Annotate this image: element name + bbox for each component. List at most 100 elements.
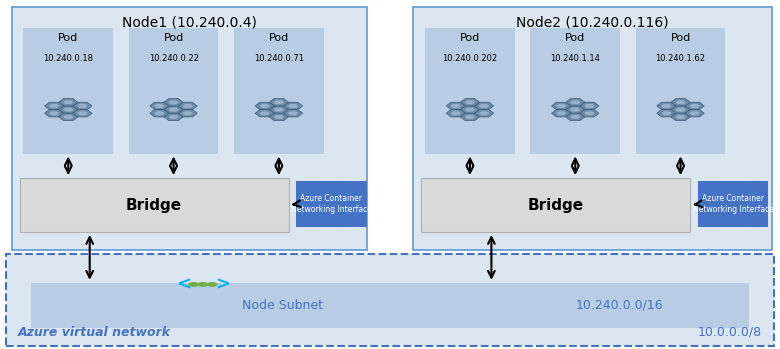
Text: 10.240.0.202: 10.240.0.202	[442, 54, 498, 63]
Polygon shape	[49, 104, 59, 108]
Polygon shape	[58, 98, 78, 106]
Polygon shape	[168, 115, 179, 119]
Bar	[296, 181, 367, 227]
Bar	[129, 28, 218, 154]
Polygon shape	[570, 115, 580, 119]
Text: Pod: Pod	[269, 33, 289, 43]
Circle shape	[197, 282, 208, 287]
Polygon shape	[255, 102, 275, 110]
Text: <: <	[176, 275, 191, 294]
Bar	[413, 7, 772, 250]
Text: Pod: Pod	[566, 33, 585, 43]
Polygon shape	[178, 102, 197, 110]
Text: Pod: Pod	[58, 33, 78, 43]
Text: 10.240.0.22: 10.240.0.22	[149, 54, 198, 63]
Text: Pod: Pod	[460, 33, 480, 43]
Polygon shape	[164, 106, 183, 113]
Polygon shape	[288, 111, 298, 115]
Polygon shape	[164, 113, 183, 121]
Polygon shape	[260, 111, 270, 115]
Bar	[698, 181, 768, 227]
Polygon shape	[556, 104, 566, 108]
Polygon shape	[460, 106, 480, 113]
Polygon shape	[465, 115, 475, 119]
Polygon shape	[150, 102, 169, 110]
Polygon shape	[269, 113, 289, 121]
Polygon shape	[283, 110, 303, 117]
Polygon shape	[551, 102, 571, 110]
Text: 10.240.0.0/16: 10.240.0.0/16	[576, 299, 664, 312]
Polygon shape	[661, 111, 672, 115]
Polygon shape	[657, 102, 676, 110]
Text: Azure Container
Networking Interface: Azure Container Networking Interface	[291, 194, 372, 214]
Text: 10.240.0.18: 10.240.0.18	[43, 54, 94, 63]
Polygon shape	[58, 113, 78, 121]
Polygon shape	[566, 113, 585, 121]
Text: Pod: Pod	[671, 33, 690, 43]
Polygon shape	[274, 100, 284, 104]
Polygon shape	[566, 98, 585, 106]
Polygon shape	[154, 104, 165, 108]
Polygon shape	[671, 98, 690, 106]
Bar	[12, 7, 367, 250]
Polygon shape	[584, 111, 594, 115]
Polygon shape	[63, 115, 73, 119]
Polygon shape	[288, 104, 298, 108]
Polygon shape	[73, 102, 92, 110]
Polygon shape	[274, 107, 284, 112]
Polygon shape	[685, 102, 704, 110]
Polygon shape	[479, 111, 489, 115]
Polygon shape	[566, 106, 585, 113]
Polygon shape	[446, 110, 466, 117]
Text: Node2 (10.240.0.116): Node2 (10.240.0.116)	[516, 16, 669, 30]
Bar	[425, 28, 515, 154]
Text: Pod: Pod	[164, 33, 183, 43]
Polygon shape	[675, 115, 686, 119]
Polygon shape	[675, 100, 686, 104]
Polygon shape	[283, 102, 303, 110]
Polygon shape	[178, 110, 197, 117]
Polygon shape	[556, 111, 566, 115]
Polygon shape	[269, 106, 289, 113]
Text: Node Subnet: Node Subnet	[242, 299, 323, 312]
Polygon shape	[570, 107, 580, 112]
Polygon shape	[183, 111, 193, 115]
Polygon shape	[164, 98, 183, 106]
Text: 10.240.0.71: 10.240.0.71	[254, 54, 304, 63]
Text: 10.240.1.62: 10.240.1.62	[655, 54, 706, 63]
Polygon shape	[465, 107, 475, 112]
Circle shape	[188, 282, 199, 287]
Polygon shape	[460, 98, 480, 106]
Polygon shape	[685, 110, 704, 117]
Polygon shape	[44, 110, 64, 117]
Polygon shape	[73, 110, 92, 117]
Polygon shape	[671, 106, 690, 113]
Polygon shape	[465, 100, 475, 104]
Polygon shape	[260, 104, 270, 108]
Bar	[6, 254, 774, 346]
Text: >: >	[215, 275, 230, 294]
Polygon shape	[690, 104, 700, 108]
Polygon shape	[58, 106, 78, 113]
Text: Bridge: Bridge	[528, 198, 583, 213]
Polygon shape	[570, 100, 580, 104]
Polygon shape	[77, 111, 87, 115]
Polygon shape	[255, 110, 275, 117]
Polygon shape	[77, 104, 87, 108]
Text: Azure Container
Networking Interface: Azure Container Networking Interface	[693, 194, 774, 214]
Bar	[23, 28, 113, 154]
Polygon shape	[657, 110, 676, 117]
Circle shape	[207, 282, 218, 287]
Polygon shape	[474, 102, 494, 110]
Polygon shape	[451, 111, 461, 115]
Polygon shape	[675, 107, 686, 112]
Polygon shape	[690, 111, 700, 115]
Polygon shape	[580, 102, 599, 110]
Polygon shape	[661, 104, 672, 108]
Polygon shape	[451, 104, 461, 108]
Bar	[20, 178, 289, 232]
Text: 10.0.0.0/8: 10.0.0.0/8	[698, 326, 762, 339]
Polygon shape	[580, 110, 599, 117]
Polygon shape	[474, 110, 494, 117]
Polygon shape	[584, 104, 594, 108]
